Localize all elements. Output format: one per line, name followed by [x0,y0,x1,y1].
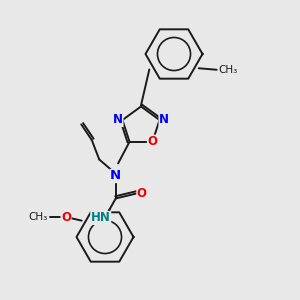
Text: CH₃: CH₃ [28,212,47,222]
Text: HN: HN [91,212,111,224]
Text: O: O [61,211,71,224]
Text: N: N [159,113,169,127]
Text: N: N [110,169,121,182]
Text: O: O [137,187,147,200]
Text: CH₃: CH₃ [218,65,237,75]
Text: O: O [148,135,158,148]
Text: N: N [113,113,123,127]
